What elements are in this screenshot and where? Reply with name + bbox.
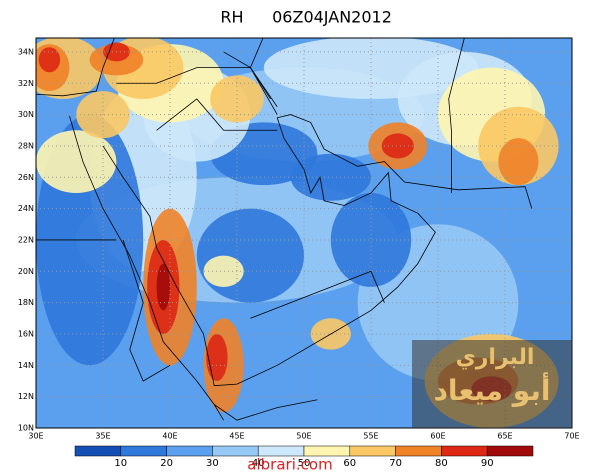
logo-line: البراري xyxy=(456,345,535,370)
humidity-area xyxy=(156,263,170,311)
humidity-area xyxy=(203,255,244,287)
colorbar-swatch xyxy=(349,445,396,457)
colorbar-label: 30 xyxy=(206,458,219,469)
humidity-area xyxy=(290,153,371,201)
lat-label: 12N xyxy=(18,392,34,401)
lat-label: 20N xyxy=(18,267,34,276)
colorbar-swatch xyxy=(166,445,213,457)
title: RH xyxy=(220,8,243,27)
colorbar-swatch xyxy=(120,445,167,457)
lon-label: 40E xyxy=(162,432,177,441)
colorbar-label: 60 xyxy=(343,458,356,469)
lat-label: 26N xyxy=(18,173,34,182)
boundary xyxy=(116,67,278,115)
lat-label: 34N xyxy=(18,47,34,56)
lat-label: 28N xyxy=(18,141,34,150)
colorbar-label: 70 xyxy=(389,458,402,469)
watermark: albrari.com xyxy=(247,456,332,474)
lat-label: 24N xyxy=(18,204,34,213)
lon-label: 30E xyxy=(28,432,43,441)
colorbar-label: 20 xyxy=(160,458,173,469)
lat-label: 14N xyxy=(18,361,34,370)
colorbar-swatch xyxy=(74,445,122,457)
humidity-area xyxy=(38,47,61,73)
colorbar-label: 10 xyxy=(114,458,127,469)
lon-label: 50E xyxy=(296,432,311,441)
boundary xyxy=(122,239,171,382)
colorbar-label: 50 xyxy=(298,458,311,469)
timestamp: 06Z04JAN2012 xyxy=(272,8,392,27)
lat-label: 32N xyxy=(18,79,34,88)
colorbar-swatch xyxy=(441,445,488,457)
lat-label: 10N xyxy=(18,424,34,433)
boundary xyxy=(213,399,318,421)
boundary xyxy=(156,98,278,131)
colorbar-swatch xyxy=(257,445,305,457)
boundary xyxy=(250,270,385,319)
colorbar-label: 80 xyxy=(435,458,448,469)
map-frame xyxy=(35,37,573,429)
colorbar-swatch xyxy=(395,445,442,457)
colorbar-swatch xyxy=(486,445,534,457)
colorbar: 10 20 30 40 50 60 70 80 90 xyxy=(74,445,534,469)
lon-label: 35E xyxy=(95,432,110,441)
lat-label: 16N xyxy=(18,329,34,338)
logo-box xyxy=(412,340,572,428)
humidity-area xyxy=(330,192,412,287)
humidity-area xyxy=(263,38,479,99)
boundary xyxy=(69,116,224,421)
lon-label: 70E xyxy=(564,432,579,441)
lon-label: 60E xyxy=(430,432,445,441)
boundary xyxy=(102,114,533,387)
colorbar-label: 40 xyxy=(252,458,265,469)
lon-label: 65E xyxy=(497,432,512,441)
colorbar-label: 90 xyxy=(481,458,494,469)
lon-label: 55E xyxy=(363,432,378,441)
colorbar-swatch xyxy=(303,445,351,457)
lat-label: 22N xyxy=(18,235,34,244)
boundary xyxy=(36,38,115,97)
logo-line: أبو ميعاد xyxy=(434,372,551,407)
axes: 34N32N30N28N26N24N22N20N18N16N14N12N10N3… xyxy=(18,47,580,440)
humidity-area xyxy=(381,133,414,159)
humidity-area xyxy=(498,138,539,186)
boundary xyxy=(249,38,271,100)
humidity-area xyxy=(196,208,304,303)
colorbar-swatch xyxy=(212,445,259,457)
humidity-area xyxy=(206,333,228,381)
lon-label: 45E xyxy=(229,432,244,441)
lat-label: 30N xyxy=(18,110,34,119)
boundary xyxy=(448,38,465,193)
lat-label: 18N xyxy=(18,298,34,307)
